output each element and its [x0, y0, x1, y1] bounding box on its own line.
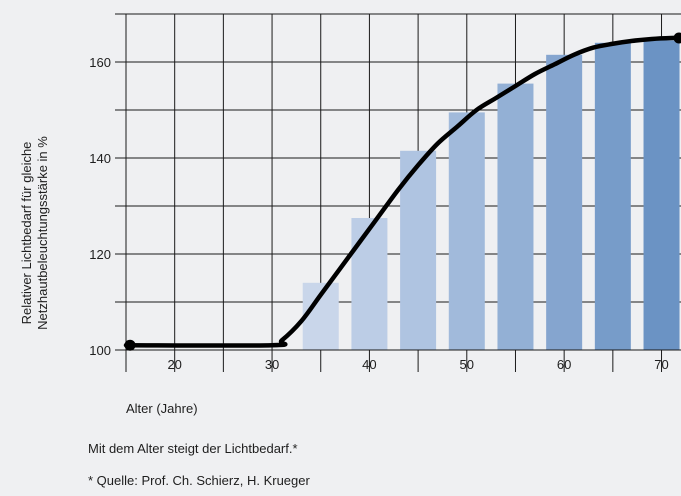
x-tick-label: 20	[167, 357, 181, 372]
chart: 20 30 40 50 60 70 100 120 140 160 Relativer Licht…	[19, 13, 681, 416]
y-axis-title-line-1: Relativer Lichtbedarf für gleiche	[19, 142, 34, 325]
curve	[123, 32, 681, 351]
curve-start-marker	[124, 339, 136, 351]
bar	[448, 112, 485, 351]
light-demand-curve	[123, 35, 681, 348]
axes: 20 30 40 50 60 70 100 120 140 160	[89, 13, 681, 372]
x-tick-label: 60	[557, 357, 571, 372]
bar	[400, 150, 437, 350]
y-tick-label: 120	[89, 247, 111, 262]
y-tick-label: 100	[89, 343, 111, 358]
bar	[497, 83, 534, 350]
y-axis-title-line-2: Netzhautbeleuchtungsstärke in %	[35, 136, 50, 330]
x-tick-label: 30	[265, 357, 279, 372]
figure-caption: Mit dem Alter steigt der Lichtbedarf.*	[88, 441, 298, 456]
bars	[302, 40, 680, 351]
y-tick-label: 160	[89, 55, 111, 70]
bar	[351, 218, 388, 350]
x-axis-title: Alter (Jahre)	[126, 401, 198, 416]
y-tick-label: 140	[89, 151, 111, 166]
bar	[546, 54, 583, 351]
x-tick-label: 50	[460, 357, 474, 372]
x-tick-label: 40	[362, 357, 376, 372]
source-note: * Quelle: Prof. Ch. Schierz, H. Krueger	[88, 473, 310, 488]
bar	[643, 40, 680, 351]
x-tick-label: 70	[654, 357, 668, 372]
curve-end-marker	[673, 32, 681, 44]
bar	[594, 42, 631, 351]
